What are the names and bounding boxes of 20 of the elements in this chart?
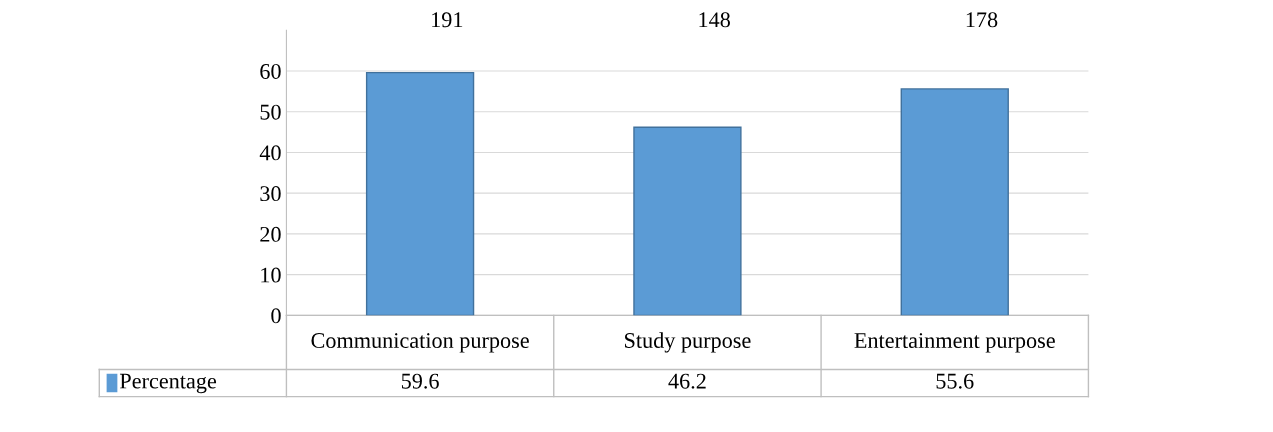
bar	[365, 71, 475, 316]
x-tick-label: Communication purpose	[311, 333, 529, 353]
bar	[900, 88, 1009, 316]
x-tick-label: Entertainment purpose	[854, 333, 1055, 353]
data-label: 59.6	[401, 373, 439, 389]
text: 178	[966, 12, 998, 28]
text: 191	[432, 12, 463, 28]
y-tick-label: 50	[260, 104, 281, 120]
y-tick-label: 60	[260, 63, 281, 79]
y-tick-label: 10	[261, 267, 281, 283]
y-tick-label: 0	[271, 308, 281, 324]
x-tick-label: Study purpose	[625, 332, 751, 353]
data-label: 46.2	[668, 373, 706, 389]
bar	[633, 126, 742, 316]
y-tick-label: 30	[260, 186, 281, 202]
text: 148	[699, 12, 730, 28]
y-tick-label: 40	[259, 145, 281, 161]
legend-label: Percentage	[119, 373, 217, 394]
data-label: 55.6	[936, 373, 974, 389]
y-tick-label: 20	[260, 226, 281, 242]
